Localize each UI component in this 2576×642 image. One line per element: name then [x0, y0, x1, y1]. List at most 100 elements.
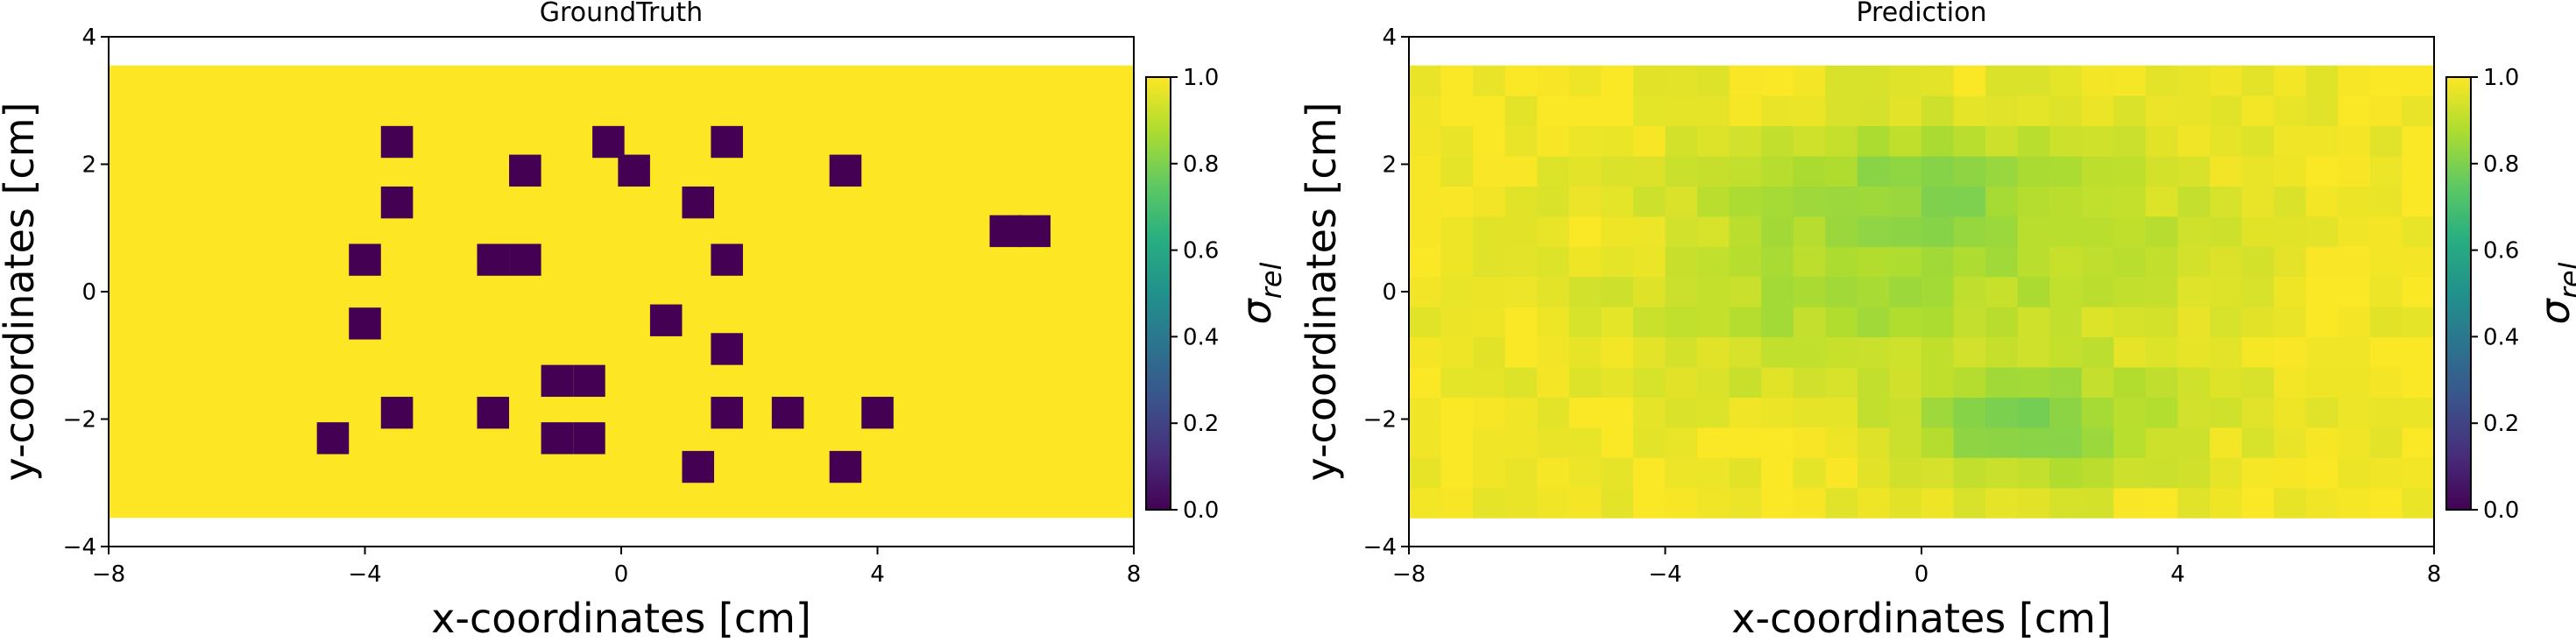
heatmap-cell: [2017, 457, 2050, 489]
heatmap-cell: [2402, 367, 2435, 399]
heatmap-cell: [1665, 307, 1698, 338]
heatmap-cell: [2177, 307, 2211, 338]
sigma-symbol: σ: [1233, 297, 1280, 324]
heatmap-cell: [1601, 276, 1634, 307]
heatmap-cell: [1889, 397, 1922, 428]
heatmap-cell: [2274, 215, 2307, 247]
heatmap-cell: [509, 154, 541, 187]
heatmap-cell: [2017, 95, 2050, 127]
heatmap-cell: [1729, 487, 1762, 519]
heatmap-cell: [1825, 427, 1858, 458]
heatmap-cell: [1825, 156, 1858, 187]
heatmap-cell: [1857, 367, 1890, 399]
heatmap-cell: [2145, 246, 2178, 278]
x-tick-label: −8: [92, 561, 125, 588]
x-tick-label: −4: [348, 561, 381, 588]
heatmap-cell: [1729, 457, 1762, 489]
heatmap-cell: [1568, 307, 1602, 338]
heatmap-cell: [2305, 427, 2339, 458]
heatmap-cell: [1793, 276, 1826, 307]
heatmap-cell: [2210, 186, 2243, 217]
heatmap-cell: [1665, 427, 1698, 458]
heatmap-cell: [1504, 367, 1538, 399]
heatmap-cell: [2017, 186, 2050, 217]
heatmap-cell: [2241, 397, 2275, 428]
heatmap-cell: [2177, 125, 2211, 157]
heatmap-cell: [2338, 156, 2371, 187]
heatmap-cell: [1504, 487, 1538, 519]
heatmap-cell: [2081, 125, 2114, 157]
heatmap-cell: [1921, 457, 1955, 489]
heatmap-cell: [1953, 156, 1986, 187]
heatmap-cell: [1601, 397, 1634, 428]
heatmap-cell: [2274, 95, 2307, 127]
heatmap-cell: [1889, 186, 1922, 217]
heatmap-cell: [2241, 65, 2275, 96]
x-tick-label: 0: [1914, 561, 1929, 588]
prediction-title: Prediction: [1856, 0, 1986, 28]
heatmap-cell: [2017, 65, 2050, 96]
heatmap-cell: [1409, 457, 1442, 489]
heatmap-cell: [2145, 186, 2178, 217]
heatmap-cell: [1601, 246, 1634, 278]
colorbar-tick-label: 1.0: [1183, 65, 1219, 91]
x-tick-label: 8: [2427, 561, 2442, 588]
heatmap-cell: [1409, 65, 1442, 96]
heatmap-cell: [1889, 65, 1922, 96]
heatmap-cell: [2210, 457, 2243, 489]
prediction-x-axis-label: x-coordinates [cm]: [1731, 595, 2112, 642]
heatmap-cell: [2210, 215, 2243, 247]
heatmap-cell: [2402, 125, 2435, 157]
colorbar-tick-label: 0.8: [2483, 152, 2519, 178]
heatmap-cell: [1568, 397, 1602, 428]
heatmap-cell: [2049, 65, 2083, 96]
heatmap-cell: [989, 215, 1023, 248]
heatmap-cell: [2017, 427, 2050, 458]
heatmap-cell: [2081, 95, 2114, 127]
heatmap-cell: [2081, 156, 2114, 187]
heatmap-cell: [2402, 186, 2435, 217]
heatmap-cell: [2049, 95, 2083, 127]
heatmap-cell: [649, 304, 683, 336]
heatmap-cell: [2113, 276, 2147, 307]
heatmap-cell: [1440, 336, 1474, 368]
heatmap-cell: [1697, 186, 1730, 217]
heatmap-cell: [1857, 276, 1890, 307]
heatmap-cell: [1537, 186, 1570, 217]
heatmap-cell: [2305, 276, 2339, 307]
heatmap-cell: [2338, 95, 2371, 127]
rel-subscript: rel: [2553, 262, 2576, 299]
heatmap-cell: [1921, 367, 1955, 399]
heatmap-cell: [2402, 215, 2435, 247]
heatmap-cell: [2402, 487, 2435, 519]
heatmap-cell: [1985, 457, 2019, 489]
heatmap-cell: [1793, 397, 1826, 428]
heatmap-cell: [1473, 246, 1506, 278]
heatmap-cell: [1504, 65, 1538, 96]
heatmap-cell: [1665, 246, 1698, 278]
heatmap-cell: [1793, 186, 1826, 217]
heatmap-cell: [2369, 367, 2403, 399]
y-tick-label: 4: [81, 25, 96, 51]
heatmap-cell: [1889, 156, 1922, 187]
heatmap-cell: [1504, 276, 1538, 307]
heatmap-cell: [1825, 276, 1858, 307]
y-tick-label: −2: [1363, 407, 1397, 434]
heatmap-cell: [1504, 336, 1538, 368]
heatmap-cell: [1537, 215, 1570, 247]
heatmap-cell: [1632, 367, 1666, 399]
heatmap-cell: [1857, 397, 1890, 428]
heatmap-cell: [477, 397, 510, 429]
heatmap-cell: [1985, 397, 2019, 428]
heatmap-cell: [2402, 276, 2435, 307]
heatmap-cell: [2145, 307, 2178, 338]
heatmap-cell: [2017, 367, 2050, 399]
heatmap-cell: [2210, 156, 2243, 187]
y-tick-label: −4: [1363, 534, 1397, 561]
heatmap-cell: [2113, 487, 2147, 519]
x-tick-label: 4: [2170, 561, 2185, 588]
heatmap-cell: [2305, 367, 2339, 399]
groundtruth-heatmap: [109, 65, 1134, 519]
